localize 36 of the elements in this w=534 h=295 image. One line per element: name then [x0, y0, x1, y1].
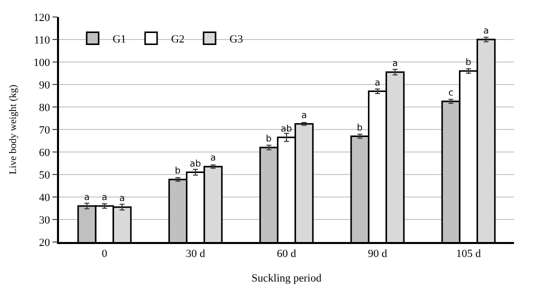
- data-label: a: [84, 193, 90, 203]
- x-tick-label: 30 d: [186, 248, 206, 260]
- y-tick-label: 20: [39, 236, 51, 249]
- data-label: a: [392, 59, 398, 70]
- y-tick-label: 110: [34, 34, 51, 46]
- data-label: b: [174, 166, 181, 176]
- data-label: a: [301, 110, 307, 121]
- x-tick-label: 90 d: [368, 248, 388, 260]
- legend-label: G1: [112, 34, 126, 46]
- legend-label: G2: [171, 34, 185, 46]
- data-label: a: [210, 154, 216, 164]
- data-label: ab: [280, 124, 292, 134]
- data-label: a: [483, 26, 489, 36]
- data-label: a: [374, 78, 380, 88]
- y-tick-label: 50: [39, 169, 51, 182]
- y-tick-label: 30: [39, 214, 51, 226]
- legend-label: G3: [230, 34, 244, 46]
- data-label: c: [448, 88, 454, 98]
- x-tick-label: 0: [102, 248, 108, 260]
- y-axis-title: Live body weight (kg): [8, 84, 20, 174]
- x-tick-label: 105 d: [456, 248, 482, 260]
- data-label: a: [119, 194, 125, 204]
- y-tick-label: 60: [39, 146, 51, 159]
- y-tick-label: 90: [39, 79, 51, 92]
- y-tick-label: 40: [39, 192, 51, 204]
- x-axis-title: Suckling period: [252, 272, 322, 285]
- data-label: b: [466, 58, 472, 68]
- y-tick-label: 80: [39, 102, 51, 114]
- data-label: a: [102, 193, 108, 203]
- y-tick-label: 120: [34, 12, 51, 24]
- data-label: ab: [190, 159, 202, 170]
- data-label: b: [356, 123, 363, 134]
- x-tick-label: 60 d: [276, 248, 297, 260]
- data-label: b: [266, 134, 272, 144]
- y-tick-label: 100: [34, 56, 51, 69]
- y-tick-label: 70: [39, 124, 51, 136]
